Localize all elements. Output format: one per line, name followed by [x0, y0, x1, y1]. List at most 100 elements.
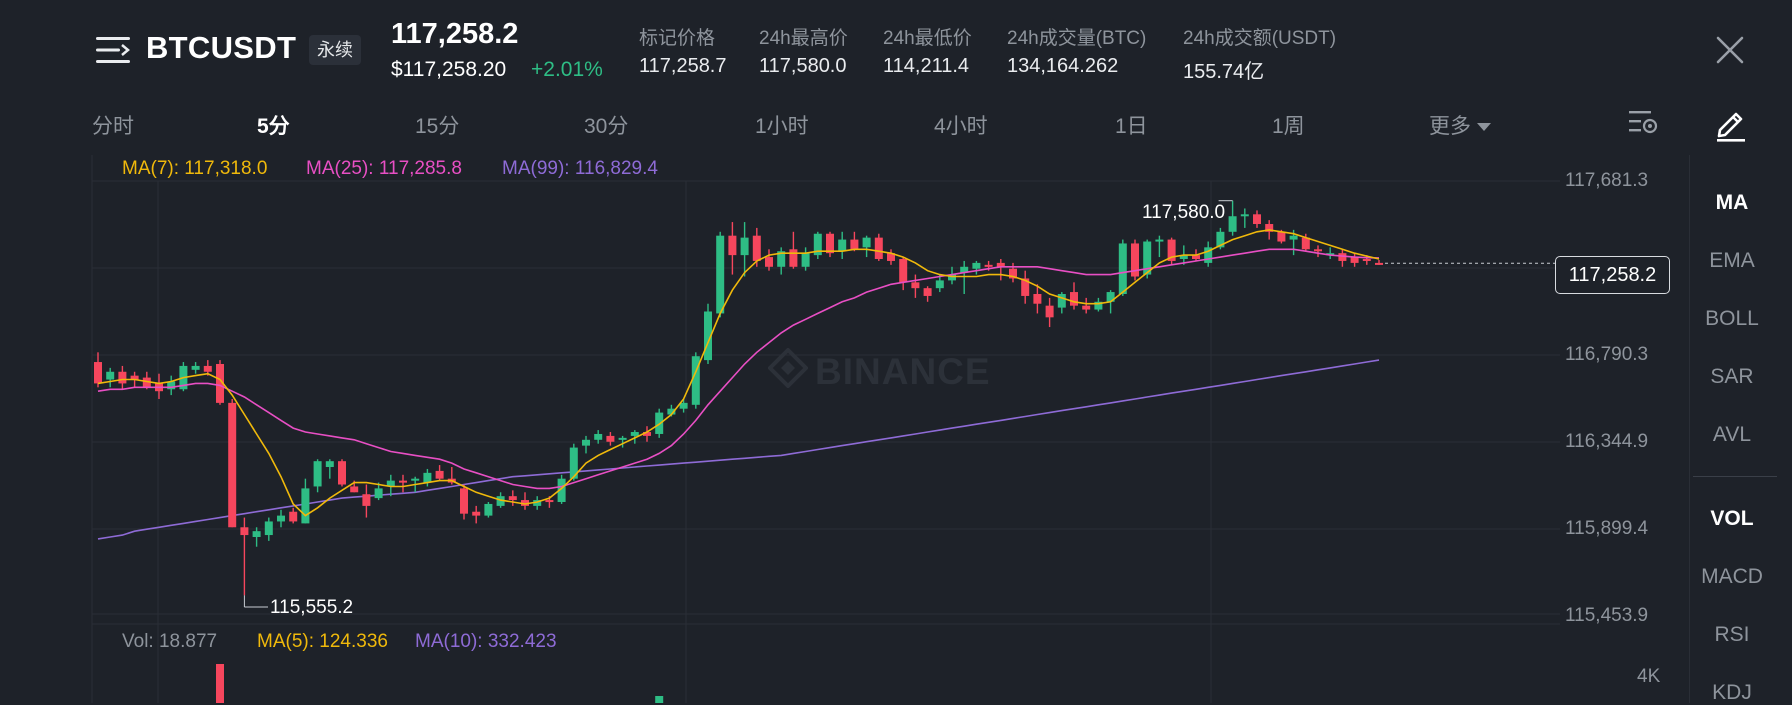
- candle-body: [1192, 255, 1200, 260]
- candle-body: [1094, 301, 1103, 310]
- candle-body: [252, 531, 261, 537]
- candle-body: [765, 257, 773, 267]
- candle-body: [996, 262, 1005, 267]
- close-icon[interactable]: [1715, 35, 1745, 65]
- candle-body: [508, 496, 517, 501]
- candle-body: [826, 233, 834, 254]
- candle-body: [1045, 305, 1054, 318]
- candle-body: [948, 274, 956, 281]
- candle-body: [374, 488, 383, 499]
- candle-body: [911, 282, 920, 289]
- tab-timeframe-5m[interactable]: 5分: [257, 115, 290, 138]
- mark-price-value: 117,258.7: [639, 55, 727, 77]
- candle-body: [1228, 216, 1237, 232]
- indicator-kdj[interactable]: KDJ: [1712, 681, 1752, 704]
- indicator-rsi[interactable]: RSI: [1714, 623, 1750, 646]
- candle-body: [1106, 292, 1115, 302]
- candle-body: [679, 402, 688, 409]
- candle-body: [1253, 214, 1261, 225]
- menu-icon[interactable]: [96, 34, 130, 66]
- low-24h-label: 24h最低价: [883, 28, 972, 49]
- candle-body: [1131, 243, 1139, 277]
- candlestick-chart[interactable]: [0, 150, 1680, 703]
- candle-body: [362, 494, 371, 506]
- candle-body: [545, 500, 554, 503]
- volume-ma5-legend: MA(5): 124.336: [257, 631, 388, 652]
- indicator-ema[interactable]: EMA: [1709, 249, 1755, 272]
- symbol-title[interactable]: BTCUSDT: [146, 30, 297, 65]
- candle-body: [460, 488, 468, 514]
- indicator-ma[interactable]: MA: [1715, 191, 1749, 214]
- candle-body: [1265, 224, 1274, 232]
- volume-legend: Vol: 18.877: [122, 631, 218, 652]
- candle-body: [240, 527, 249, 536]
- chart-settings-icon[interactable]: [1628, 108, 1658, 136]
- candle-body: [94, 362, 102, 384]
- candle-body: [850, 239, 859, 250]
- ma7-line: [97, 229, 1380, 517]
- ma99-legend: MA(99): 116,829.4: [502, 158, 658, 179]
- candle-body: [643, 432, 651, 436]
- tab-timeframe-15m[interactable]: 15分: [415, 115, 460, 138]
- candle-body: [106, 371, 115, 380]
- volume-ma10-legend: MA(10): 332.423: [415, 631, 557, 652]
- candle-body: [1326, 253, 1335, 256]
- candle-body: [801, 253, 810, 267]
- tab-timeframe-4h[interactable]: 4小时: [934, 115, 988, 138]
- indicator-vol[interactable]: VOL: [1710, 507, 1754, 530]
- candle-body: [716, 235, 725, 314]
- candle-body: [1167, 239, 1176, 261]
- volume-btc-value: 134,164.262: [1007, 55, 1119, 77]
- candle-body: [399, 480, 407, 483]
- price-axis-label: 116,790.3: [1565, 344, 1649, 365]
- candle-body: [789, 249, 798, 267]
- candle-body: [1082, 305, 1091, 310]
- candle-body: [264, 521, 273, 536]
- price-axis-label: 115,453.9: [1565, 605, 1649, 626]
- usd-price: $117,258.20: [391, 58, 507, 81]
- indicator-macd[interactable]: MACD: [1701, 565, 1763, 588]
- more-label: 更多: [1429, 115, 1471, 138]
- ma25-line: [97, 248, 1380, 490]
- tab-timeframe-line[interactable]: 分时: [92, 115, 134, 138]
- ma25-legend: MA(25): 117,285.8: [306, 158, 462, 179]
- candle-body: [582, 439, 590, 446]
- tab-timeframe-1d[interactable]: 1日: [1115, 115, 1148, 138]
- candle-body: [1070, 292, 1078, 306]
- last-price: 117,258.2: [391, 18, 519, 50]
- watermark: BINANCE: [815, 351, 991, 392]
- candle-body: [521, 500, 529, 506]
- candle-body: [191, 365, 200, 370]
- candle-body: [1204, 247, 1213, 263]
- candle-body: [1118, 243, 1127, 295]
- candle-body: [557, 478, 566, 503]
- drawing-tool-icon[interactable]: [1714, 106, 1748, 142]
- candle-body: [1021, 278, 1030, 296]
- candle-body: [923, 288, 932, 296]
- candle-body: [228, 402, 237, 528]
- candle-body: [203, 365, 212, 372]
- candle-body: [606, 435, 615, 442]
- volume-axis-label: 4K: [1637, 666, 1661, 687]
- indicator-avl[interactable]: AVL: [1712, 423, 1752, 446]
- candle-body: [386, 480, 395, 487]
- candle-body: [484, 503, 493, 516]
- tab-timeframe-more[interactable]: 更多: [1429, 110, 1491, 140]
- tab-timeframe-1w[interactable]: 1周: [1272, 115, 1305, 138]
- indicator-boll[interactable]: BOLL: [1705, 307, 1759, 330]
- candle-body: [594, 433, 603, 440]
- candle-body: [1362, 259, 1371, 262]
- tab-timeframe-30m[interactable]: 30分: [584, 115, 629, 138]
- candle-body: [289, 511, 298, 522]
- indicator-sar[interactable]: SAR: [1710, 365, 1754, 388]
- turnover-usdt-label: 24h成交额(USDT): [1183, 28, 1337, 49]
- price-change-percent: +2.01%: [531, 58, 603, 81]
- chevron-down-icon: [1477, 123, 1491, 132]
- candle-body: [899, 259, 908, 283]
- candle-body: [338, 461, 346, 485]
- candle-body: [435, 470, 444, 479]
- tab-timeframe-1h[interactable]: 1小时: [755, 115, 809, 138]
- volume-bar: [655, 696, 664, 703]
- price-axis-label: 117,681.3: [1565, 170, 1649, 191]
- candle-body: [1033, 294, 1042, 304]
